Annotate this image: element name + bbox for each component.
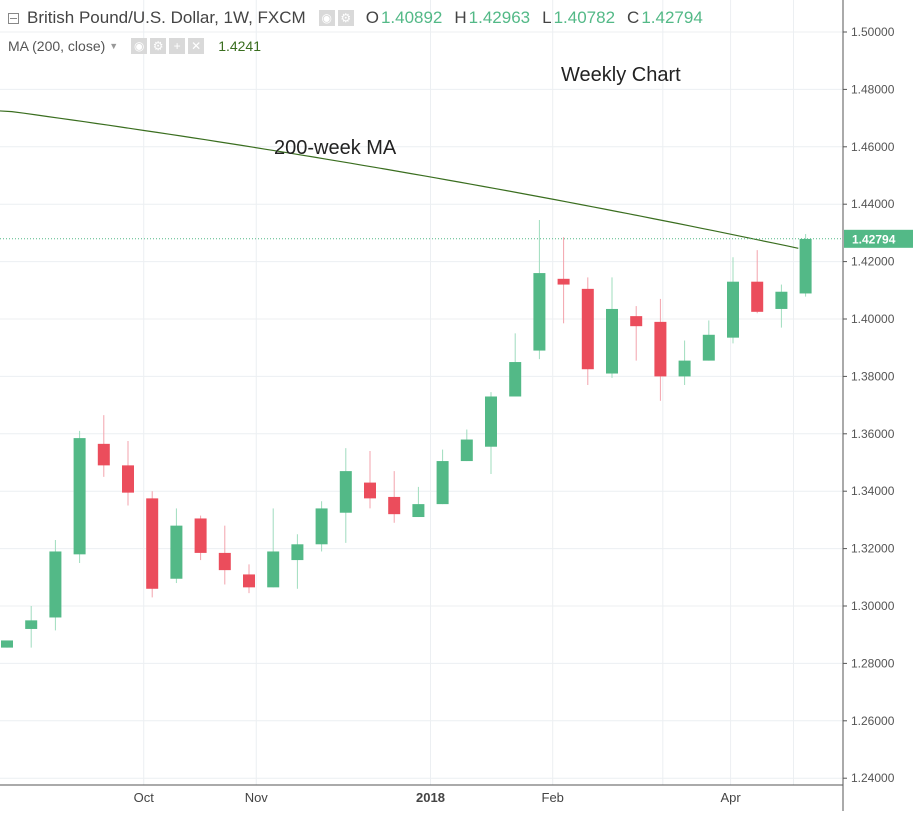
x-tick-label: Nov: [245, 790, 269, 805]
candle-body: [388, 496, 401, 515]
eye-icon[interactable]: ◉: [318, 10, 335, 26]
y-tick-label: 1.48000: [851, 82, 895, 96]
y-tick-label: 1.36000: [851, 427, 895, 441]
low-value: 1.40782: [553, 8, 616, 27]
plus-icon[interactable]: +: [169, 38, 186, 54]
gear-icon[interactable]: ⚙: [150, 38, 167, 54]
grid-layer: [0, 0, 843, 785]
candle-body: [630, 316, 643, 327]
collapse-icon[interactable]: [8, 12, 19, 24]
x-tick-label: Feb: [542, 790, 564, 805]
ma-layer: [0, 110, 843, 249]
last-price-label: 1.42794: [852, 232, 896, 246]
x-tick-label: Apr: [720, 790, 741, 805]
candle-body: [654, 321, 667, 377]
candle-body: [339, 471, 352, 513]
y-tick-label: 1.44000: [851, 197, 895, 211]
weekly-chart-annotation: Weekly Chart: [561, 64, 681, 86]
high-label: H: [454, 8, 467, 27]
candle-body: [485, 396, 497, 447]
open-label: O: [365, 8, 379, 27]
y-tick-label: 1.40000: [851, 312, 895, 326]
candle-body: [557, 278, 570, 285]
y-tick-label: 1.42000: [851, 255, 895, 269]
candle-body: [315, 508, 328, 545]
candle-body: [460, 439, 473, 462]
close-label: C: [627, 8, 640, 27]
close-icon[interactable]: ✕: [188, 38, 205, 54]
candle-body: [533, 273, 546, 351]
candle-body: [799, 238, 812, 294]
candle-body: [364, 482, 376, 499]
y-tick-label: 1.30000: [851, 599, 895, 613]
candle-body: [122, 465, 134, 493]
open-value: 1.40892: [380, 8, 443, 27]
close-value: 1.42794: [641, 8, 703, 27]
y-tick-label: 1.24000: [851, 771, 895, 785]
ma-value: 1.4241: [218, 38, 262, 54]
candle-body: [509, 362, 522, 397]
candle-body: [751, 281, 764, 312]
x-tick-label: Oct: [134, 790, 155, 805]
candle-layer: [1, 219, 812, 648]
candle-body: [291, 544, 304, 561]
candle-body: [146, 498, 159, 589]
symbol-title: British Pound/U.S. Dollar, 1W, FXCM: [27, 8, 306, 27]
y-tick-label: 1.34000: [851, 484, 895, 498]
ma-title: MA (200, close): [8, 38, 106, 54]
candle-body: [73, 438, 86, 555]
candle-body: [267, 551, 280, 588]
y-tick-label: 1.46000: [851, 140, 895, 154]
candle-body: [243, 574, 255, 588]
candle-body: [25, 620, 38, 629]
gear-icon[interactable]: ⚙: [337, 10, 354, 26]
symbol-header: British Pound/U.S. Dollar, 1W, FXCM ◉ ⚙ …: [8, 8, 703, 28]
y-tick-label: 1.50000: [851, 25, 895, 39]
candle-body: [436, 461, 449, 505]
candle-body: [1, 640, 13, 648]
ma-header: MA (200, close) ▼ ◉ ⚙ + ✕ 1.4241: [8, 38, 261, 54]
candle-body: [727, 281, 739, 338]
candle-body: [194, 518, 207, 553]
candle-body: [775, 291, 788, 309]
last-price-tag: [844, 229, 913, 248]
candle-body: [606, 308, 618, 374]
y-tick-label: 1.38000: [851, 369, 895, 383]
eye-icon[interactable]: ◉: [131, 38, 148, 54]
candle-body: [170, 525, 183, 579]
y-tick-label: 1.32000: [851, 542, 895, 556]
candle-body: [49, 551, 62, 618]
y-tick-label: 1.26000: [851, 714, 895, 728]
high-value: 1.42963: [468, 8, 531, 27]
ma-annotation: 200-week MA: [274, 137, 397, 159]
ma-line: [0, 110, 799, 249]
candle-body: [581, 288, 594, 370]
candle-body: [218, 552, 231, 571]
candle-body: [702, 334, 715, 361]
candle-body: [678, 360, 691, 377]
candle-body: [97, 443, 110, 466]
low-label: L: [542, 8, 552, 27]
candle-body: [412, 504, 425, 518]
x-tick-label: 2018: [416, 790, 445, 805]
y-tick-label: 1.28000: [851, 656, 895, 670]
chevron-down-icon[interactable]: ▼: [109, 41, 119, 51]
